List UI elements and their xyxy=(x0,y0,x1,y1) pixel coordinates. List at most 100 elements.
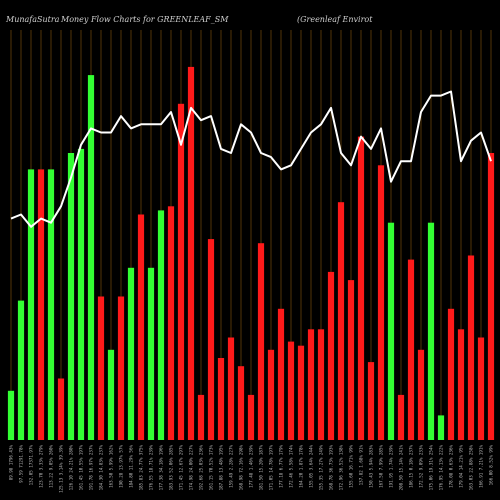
tick-171-05-14-78-197: 171.05 14.78% 197% xyxy=(269,445,274,491)
bar-38 xyxy=(377,165,385,441)
tick-190-28-13-97-57: 190.28 13.97% 57% xyxy=(119,445,124,488)
tick-183-93-52-06-285: 183.93 52.06% 285% xyxy=(169,445,174,491)
bar-5 xyxy=(47,169,55,440)
bar-12 xyxy=(117,296,125,440)
tick-137-82-1-68-91: 137.82 1.68% 91% xyxy=(359,445,364,486)
bar-16 xyxy=(157,210,165,440)
bar-44 xyxy=(437,415,445,440)
tick-177-18-6-77-179: 177.18 6.77% 179% xyxy=(279,445,284,488)
bar-21 xyxy=(207,239,215,440)
tick-177-48-1-46-239: 177.48 1.46% 239% xyxy=(249,445,254,488)
tick-187-88-13-48-195: 187.88 13.48% 195% xyxy=(219,445,224,491)
tick-97-59-71291-78: 97.59 71291.78% xyxy=(19,445,24,483)
tick-labels: 89.98 1796.43% 97.59 71291.78% 132.05 1737… xyxy=(9,445,494,493)
tick-166-00-8-52-99: 166.00 8.52% 99% xyxy=(489,445,494,486)
tick-172-96-36-52-138: 172.96 36.52% 138% xyxy=(339,445,344,491)
tick-191-78-16-97-237: 191.78 16.97% 237% xyxy=(89,445,94,491)
tick-155-35-17-27-249: 155.35 17.27% 249% xyxy=(319,445,324,491)
bar-23 xyxy=(227,337,235,440)
bar-41 xyxy=(407,259,415,440)
tick-176-55-18-71-239: 176.55 18.71% 239% xyxy=(149,445,154,491)
bar-31 xyxy=(307,329,315,440)
bar-2 xyxy=(17,300,25,440)
tick-161-15-70-52-173: 161.15 70.52% 173% xyxy=(209,445,214,491)
tick-155-05-3-64-244: 155.05 3.64% 244% xyxy=(309,445,314,488)
bar-30 xyxy=(297,345,305,440)
tick-177-38-34-18-196: 177.38 34.18% 196% xyxy=(159,445,164,491)
bar-9 xyxy=(87,75,95,440)
bar-8 xyxy=(77,148,85,440)
tick-191-95-1-74-239: 191.95 1.74% 239% xyxy=(389,445,394,488)
tick-159-49-2-28-227: 159.49 2.28% 227% xyxy=(229,445,234,488)
tick-150-43-5-94-283: 150.43 5.94% 283% xyxy=(369,445,374,488)
bar-1 xyxy=(7,390,15,440)
bar-18 xyxy=(177,103,185,441)
tick-123-70-3-33-279: 123.70 3.33% 279% xyxy=(39,445,44,488)
bar-17 xyxy=(167,206,175,440)
tick-89-98-1796-43: 89.98 1796.43% xyxy=(9,445,14,481)
bar-group xyxy=(7,66,495,441)
bar-46 xyxy=(457,329,465,440)
bar-13 xyxy=(127,267,135,440)
tick-175-06-19-31-254: 175.06 19.31% 254% xyxy=(429,445,434,491)
tick-126-10-24-21-280: 126.10 24.21% 280% xyxy=(69,445,74,491)
bar-36 xyxy=(357,136,365,440)
bar-27 xyxy=(267,349,275,440)
bar-10 xyxy=(97,296,105,440)
bar-7 xyxy=(67,153,75,440)
bar-40 xyxy=(397,394,405,440)
bar-49 xyxy=(487,153,495,440)
bar-6 xyxy=(57,378,65,440)
tick-192-68-25-03-236: 192.68 25.03% 236% xyxy=(199,445,204,491)
bar-34 xyxy=(337,202,345,440)
bar-24 xyxy=(237,366,245,440)
tick-125-13-3-14-39-39: 125.13 3.14% 39.39% xyxy=(59,445,64,493)
tick-172-46-5-58-174: 172.46 5.58% 174% xyxy=(289,445,294,488)
bar-33 xyxy=(327,271,335,440)
bar-4 xyxy=(37,169,45,440)
flow-line-layer xyxy=(10,90,492,228)
company-name: (Greenleaf Envirot xyxy=(297,15,373,24)
bar-22 xyxy=(217,358,225,440)
bar-42 xyxy=(417,349,425,440)
bar-20 xyxy=(197,394,205,440)
tick-161-45-10-55-197: 161.45 10.55% 197% xyxy=(79,445,84,491)
bar-32 xyxy=(317,329,325,440)
bar-43 xyxy=(427,222,435,440)
bar-14 xyxy=(137,214,145,440)
tick-166-91-7-21-191: 166.91 7.21% 191% xyxy=(479,445,484,488)
tick-164-20-1-87-178: 164.20 1.87% 178% xyxy=(299,445,304,488)
site-name: MunafaSutra xyxy=(5,15,60,24)
tick-184-80-11-29-56: 184.80 11.29% 56% xyxy=(129,445,134,488)
tick-172-52-9-09-233: 172.52 9.09% 233% xyxy=(419,445,424,488)
bar-11 xyxy=(107,349,115,440)
bar-26 xyxy=(257,243,265,440)
tick-163-03-22-88-258: 163.03 22.88% 258% xyxy=(469,445,474,491)
tick-208-50-15-14-241: 208.50 15.14% 241% xyxy=(399,445,404,491)
chart-title: Money Flow Charts for GREENLEAF_SM xyxy=(60,15,229,24)
bar-35 xyxy=(347,280,355,440)
money-flow-line xyxy=(10,90,492,228)
tick-176-95-14-13-222: 176.95 14.13% 222% xyxy=(439,445,444,491)
tick-186-15-0-18-237: 186.15 0.18% 237% xyxy=(409,445,414,488)
tick-185-83-24-77-375: 185.83 24.77% 375% xyxy=(139,445,144,491)
bar-15 xyxy=(147,267,155,440)
tick-132-05-17371-97: 132.05 17371.97% xyxy=(29,445,34,486)
tick-168-98-72-16-298: 168.98 72.16% 298% xyxy=(239,445,244,491)
bar-37 xyxy=(367,362,375,440)
bar-25 xyxy=(247,394,255,440)
tick-163-50-5-99-162: 163.50 5.99% 162% xyxy=(109,445,114,488)
tick-184-30-14-83-237: 184.30 14.83% 237% xyxy=(99,445,104,491)
tick-113-22-9-05-260: 113.22 9.05% 260% xyxy=(49,445,54,488)
tick-171-45-12-67-297: 171.45 12.67% 297% xyxy=(179,445,184,491)
tick-178-08-0-63-236: 178.08 0.63% 236% xyxy=(449,445,454,488)
bar-45 xyxy=(447,308,455,440)
tick-167-50-7-99-285: 167.50 7.99% 285% xyxy=(379,445,384,488)
tick-181-50-15-20-187: 181.50 15.20% 187% xyxy=(259,445,264,491)
bar-3 xyxy=(27,169,35,440)
tick-179-04-14-21-95: 179.04 14.21% 95% xyxy=(459,445,464,488)
tick-174-98-24-00-227: 174.98 24.00% 227% xyxy=(189,445,194,491)
bar-29 xyxy=(287,341,295,440)
